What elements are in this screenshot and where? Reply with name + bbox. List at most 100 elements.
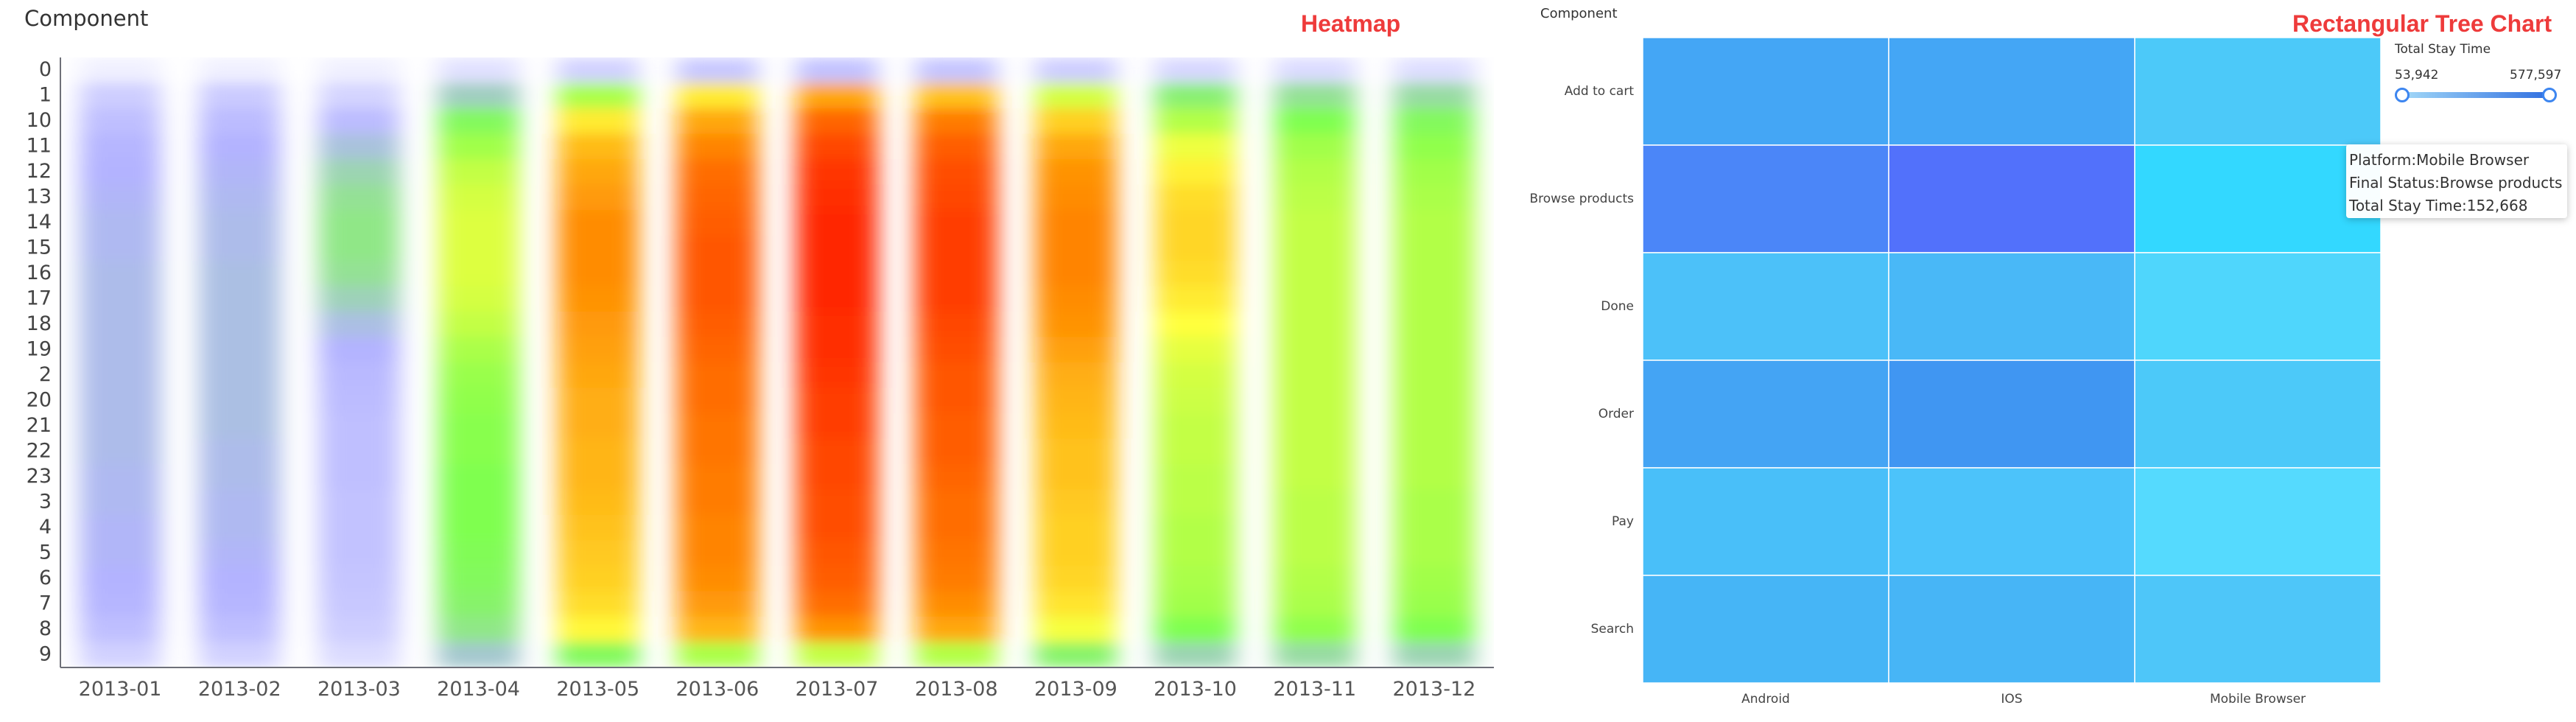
heatmap-cell[interactable]	[1154, 362, 1236, 389]
heatmap-cell[interactable]	[796, 413, 878, 440]
heatmap-cell[interactable]	[438, 133, 519, 161]
heatmap-cell[interactable]	[79, 642, 161, 669]
heatmap-cell[interactable]	[1393, 591, 1475, 618]
heatmap-cell[interactable]	[438, 540, 519, 567]
heatmap-cell[interactable]	[438, 489, 519, 516]
heatmap-cell[interactable]	[1035, 159, 1117, 186]
heatmap-cell[interactable]	[438, 57, 519, 84]
heatmap-cell[interactable]	[79, 159, 161, 186]
treemap-cell[interactable]	[1888, 37, 2135, 146]
heatmap-cell[interactable]	[676, 337, 759, 364]
heatmap-cell[interactable]	[557, 642, 639, 669]
heatmap-cell[interactable]	[79, 133, 161, 161]
heatmap-cell[interactable]	[1393, 566, 1475, 592]
heatmap-cell[interactable]	[79, 83, 161, 110]
visual-map-min-handle[interactable]	[2395, 88, 2410, 102]
heatmap-cell[interactable]	[438, 362, 519, 389]
heatmap-cell[interactable]	[1393, 83, 1475, 110]
heatmap-cell[interactable]	[557, 591, 639, 618]
heatmap-cell[interactable]	[438, 438, 519, 466]
heatmap-cell[interactable]	[676, 464, 759, 491]
heatmap-cell[interactable]	[1274, 133, 1355, 161]
heatmap-cell[interactable]	[1035, 642, 1117, 669]
heatmap-cell[interactable]	[1035, 591, 1117, 618]
treemap-cell[interactable]	[2134, 360, 2382, 469]
heatmap-cell[interactable]	[916, 235, 997, 262]
heatmap-cell[interactable]	[318, 261, 400, 287]
heatmap-cell[interactable]	[1393, 337, 1475, 364]
heatmap-cell[interactable]	[1035, 388, 1117, 415]
heatmap-cell[interactable]	[1274, 362, 1355, 389]
visual-map-range-bar[interactable]	[2401, 92, 2550, 98]
heatmap-cell[interactable]	[79, 57, 161, 84]
heatmap-cell[interactable]	[796, 388, 878, 415]
heatmap-cell[interactable]	[1154, 184, 1236, 211]
heatmap-cell[interactable]	[1154, 540, 1236, 567]
heatmap-cell[interactable]	[1154, 108, 1236, 135]
heatmap-cell[interactable]	[557, 83, 639, 110]
heatmap-cell[interactable]	[79, 235, 161, 262]
heatmap-cell[interactable]	[1035, 617, 1117, 643]
heatmap-cell[interactable]	[676, 108, 759, 135]
treemap-cell[interactable]	[2134, 575, 2382, 684]
heatmap-cell[interactable]	[1274, 108, 1355, 135]
heatmap-cell[interactable]	[1274, 540, 1355, 567]
heatmap-cell[interactable]	[1274, 184, 1355, 211]
heatmap-cell[interactable]	[1035, 235, 1117, 262]
treemap-cell[interactable]	[1642, 252, 1889, 361]
treemap-cell[interactable]	[1642, 360, 1889, 469]
heatmap-cell[interactable]	[79, 184, 161, 211]
heatmap-cell[interactable]	[916, 438, 997, 466]
heatmap-cell[interactable]	[318, 312, 400, 338]
heatmap-cell[interactable]	[676, 642, 759, 669]
heatmap-cell[interactable]	[318, 515, 400, 542]
heatmap-cell[interactable]	[1154, 261, 1236, 287]
heatmap-cell[interactable]	[1393, 413, 1475, 440]
heatmap-cell[interactable]	[676, 413, 759, 440]
heatmap-cell[interactable]	[199, 210, 281, 236]
heatmap-cell[interactable]	[1393, 388, 1475, 415]
heatmap-cell[interactable]	[1154, 464, 1236, 491]
heatmap-cell[interactable]	[199, 388, 281, 415]
heatmap-cell[interactable]	[199, 464, 281, 491]
heatmap-cell[interactable]	[557, 312, 639, 338]
heatmap-cell[interactable]	[796, 591, 878, 618]
heatmap-cell[interactable]	[557, 413, 639, 440]
heatmap-cell[interactable]	[916, 337, 997, 364]
heatmap-cell[interactable]	[438, 83, 519, 110]
heatmap-cell[interactable]	[796, 362, 878, 389]
heatmap-cell[interactable]	[916, 489, 997, 516]
heatmap-cell[interactable]	[438, 210, 519, 236]
heatmap-cell[interactable]	[199, 312, 281, 338]
heatmap-cell[interactable]	[1154, 617, 1236, 643]
heatmap-cell[interactable]	[557, 184, 639, 211]
heatmap-cell[interactable]	[1393, 464, 1475, 491]
heatmap-cell[interactable]	[199, 159, 281, 186]
heatmap-cell[interactable]	[199, 184, 281, 211]
heatmap-cell[interactable]	[199, 540, 281, 567]
heatmap-cell[interactable]	[557, 540, 639, 567]
heatmap-cell[interactable]	[916, 362, 997, 389]
heatmap-cell[interactable]	[1035, 286, 1117, 313]
heatmap-cell[interactable]	[318, 413, 400, 440]
heatmap-cell[interactable]	[676, 235, 759, 262]
heatmap-cell[interactable]	[1274, 464, 1355, 491]
heatmap-cell[interactable]	[1393, 540, 1475, 567]
heatmap-cell[interactable]	[557, 617, 639, 643]
heatmap-cell[interactable]	[438, 261, 519, 287]
heatmap-cell[interactable]	[1154, 515, 1236, 542]
heatmap-cell[interactable]	[1393, 133, 1475, 161]
heatmap-cell[interactable]	[796, 133, 878, 161]
heatmap-cell[interactable]	[1035, 515, 1117, 542]
heatmap-cell[interactable]	[796, 312, 878, 338]
heatmap-cell[interactable]	[676, 210, 759, 236]
heatmap-cell[interactable]	[796, 515, 878, 542]
heatmap-cell[interactable]	[1035, 261, 1117, 287]
heatmap-cell[interactable]	[79, 261, 161, 287]
heatmap-cell[interactable]	[916, 261, 997, 287]
heatmap-cell[interactable]	[438, 566, 519, 592]
heatmap-cell[interactable]	[916, 464, 997, 491]
heatmap-cell[interactable]	[1035, 108, 1117, 135]
heatmap-cell[interactable]	[1274, 388, 1355, 415]
heatmap-cell[interactable]	[438, 515, 519, 542]
